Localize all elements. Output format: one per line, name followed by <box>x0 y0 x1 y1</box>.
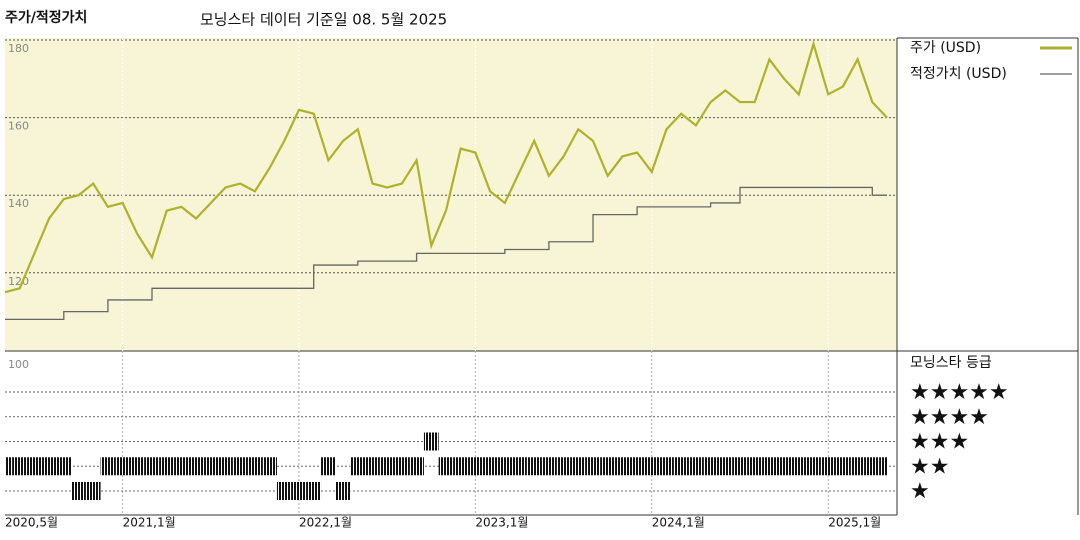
rating-bar <box>791 457 807 476</box>
rating-bar <box>306 482 322 500</box>
rating-bar <box>717 457 733 476</box>
rating-bar <box>629 457 645 476</box>
rating-bar <box>864 457 880 476</box>
series-line <box>5 186 887 321</box>
rating-bar <box>218 457 233 476</box>
x-tick-label: 2021,1월 <box>123 516 176 530</box>
series-line <box>4 39 888 294</box>
rating-bar <box>71 482 86 500</box>
rating-bar <box>526 457 542 476</box>
rating-row-label: ★★ <box>910 454 949 479</box>
rating-bar <box>115 457 130 476</box>
rating-bar <box>585 457 601 476</box>
rating-bar <box>409 457 424 476</box>
rating-bar <box>512 457 527 476</box>
rating-bar <box>174 457 189 476</box>
rating-bar <box>570 457 586 476</box>
rating-bar <box>747 457 763 476</box>
chart-subtitle: 모닝스타 데이터 기준일 08. 5월 2025 <box>200 11 447 29</box>
rating-bar <box>468 457 483 476</box>
rating-bar <box>291 482 307 500</box>
rating-bar <box>835 457 851 476</box>
rating-row-label: ★ <box>910 479 930 504</box>
rating-bar <box>541 457 557 476</box>
rating-bar <box>644 457 660 476</box>
rating-bar <box>615 457 630 476</box>
rating-bar <box>27 457 42 476</box>
y-tick-label: 180 <box>8 42 29 55</box>
rating-row-label: ★★★★★ <box>910 380 1009 405</box>
y-tick-label: 160 <box>8 120 29 133</box>
rating-bar <box>350 457 366 476</box>
rating-bar <box>732 457 748 476</box>
y-tick-label: 140 <box>8 197 29 210</box>
rating-bar <box>879 457 887 476</box>
rating-bar <box>806 457 821 476</box>
rating-row-label: ★★★ <box>910 430 969 455</box>
rating-bar <box>100 457 116 476</box>
rating-bar <box>497 457 513 476</box>
x-tick-label: 2022,1월 <box>299 516 352 530</box>
rating-bar <box>335 482 351 500</box>
rating-bar <box>188 457 204 476</box>
rating-bar <box>688 457 704 476</box>
chart-title: 주가/적정가치 <box>5 9 87 26</box>
rating-bar <box>12 457 28 476</box>
rating-bar <box>144 457 160 476</box>
rating-bar <box>394 457 410 476</box>
rating-bar <box>453 457 469 476</box>
rating-bar <box>203 457 219 476</box>
rating-bar <box>129 457 145 476</box>
rating-bar <box>659 457 674 476</box>
rating-bar <box>438 457 454 476</box>
rating-bar <box>423 432 439 451</box>
rating-bar <box>262 457 277 476</box>
rating-bar <box>556 457 571 476</box>
rating-bar <box>85 482 101 500</box>
rating-axis-label: 100 <box>8 358 29 371</box>
rating-bar <box>673 457 689 476</box>
x-tick-label: 2020,5월 <box>5 516 58 530</box>
rating-bar <box>703 457 718 476</box>
rating-row-label: ★★★★ <box>910 405 989 430</box>
x-tick-label: 2023,1월 <box>475 516 528 530</box>
x-tick-label: 2024,1월 <box>652 516 705 530</box>
legend-label: 적정가치 (USD) <box>910 66 1007 82</box>
rating-bar <box>41 457 57 476</box>
rating-bar <box>820 457 836 476</box>
plot-background <box>5 38 897 351</box>
rating-bar <box>159 457 175 476</box>
legend-label: 주가 (USD) <box>910 40 981 56</box>
y-tick-label: 120 <box>8 275 29 288</box>
rating-bar <box>232 457 248 476</box>
rating-bar <box>56 457 72 476</box>
rating-bar <box>600 457 616 476</box>
x-tick-label: 2025,1월 <box>828 516 881 530</box>
rating-bar <box>365 457 380 476</box>
rating-bar <box>762 457 777 476</box>
rating-bar <box>850 457 865 476</box>
rating-bar <box>276 482 292 500</box>
rating-bar <box>379 457 395 476</box>
rating-bar <box>776 457 792 476</box>
rating-title: 모닝스타 등급 <box>910 355 992 371</box>
frame <box>5 37 1079 516</box>
rating-bar <box>482 457 498 476</box>
rating-bar <box>247 457 263 476</box>
rating-bar <box>5 457 13 476</box>
rating-bar <box>321 457 336 476</box>
